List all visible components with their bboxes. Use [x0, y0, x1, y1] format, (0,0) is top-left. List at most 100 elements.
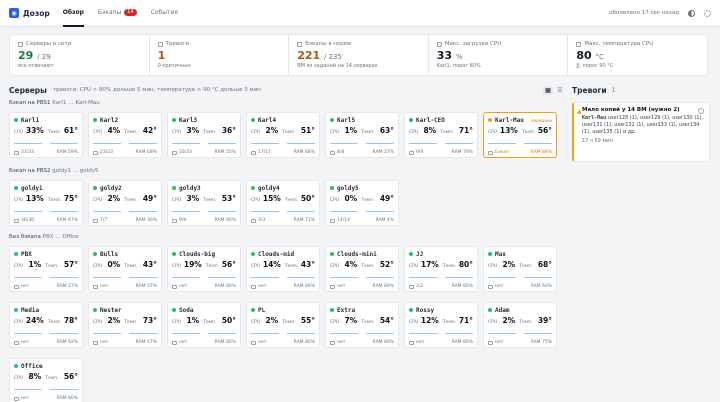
server-card[interactable]: Karl5 CPU 1% Темп. 63° 8/8 RAM 27% [325, 112, 399, 158]
cpu-sparkline [251, 143, 279, 144]
tab-events[interactable]: События [151, 0, 178, 27]
theme-toggle-icon[interactable] [688, 9, 695, 17]
status-dot-icon [488, 118, 492, 122]
temp-value: 54° [379, 316, 394, 325]
backup-status: нет [495, 340, 504, 345]
settings-icon[interactable] [704, 9, 711, 17]
dismiss-alert-icon[interactable] [698, 108, 704, 114]
server-card[interactable]: Rossy CPU 12% Темп. 71° нет RAM 80% [404, 302, 478, 348]
metrics-row: CPU 1% Темп. 50° [172, 316, 236, 325]
server-name: JJ [416, 250, 424, 258]
grid-view-icon[interactable]: ▦ [543, 85, 553, 95]
status-dot-icon [172, 252, 176, 256]
cpu-value: 1% [186, 316, 200, 325]
server-card[interactable]: goldy1 CPU 13% Темп. 75° 36/36 RAM 67% [9, 180, 83, 226]
server-card[interactable]: Max CPU 2% Темп. 68° нет RAM 60% [483, 246, 557, 292]
metrics-row: CPU 2% Темп. 55° [251, 316, 315, 325]
cpu-label: CPU [93, 264, 103, 269]
backup-status: нет [179, 340, 188, 345]
backup-status: 17/17 [258, 150, 271, 155]
stat-card: Макс. загрузка CPU 33 % Karl1, порог 80% [429, 35, 569, 75]
card-footer: 9/9 RAM 79% [409, 150, 473, 155]
temp-value: 53° [221, 194, 236, 203]
temp-label: Темп. [519, 320, 533, 325]
server-card[interactable]: PL CPU 2% Темп. 55° нет RAM 80% [246, 302, 320, 348]
backup-status: нет [100, 340, 109, 345]
backup-icon [409, 150, 414, 155]
server-card[interactable]: Media CPU 24% Темп. 78° нет RAM 92% [9, 302, 83, 348]
server-card[interactable]: Clouds-mid CPU 14% Темп. 43° нет RAM 89% [246, 246, 320, 292]
server-card[interactable]: Karl-Mau внимание CPU 13% Темп. 56° Бэкап RAM 8… [483, 112, 557, 158]
server-card[interactable]: Karl4 CPU 2% Темп. 51° 17/17 RAM 68% [246, 112, 320, 158]
server-card[interactable]: goldy2 CPU 2% Темп. 49° 7/7 RAM 36% [88, 180, 162, 226]
card-footer: 8/8 RAM 27% [330, 150, 394, 155]
server-card[interactable]: Karl1 CPU 33% Темп. 61° 33/33 RAM 59% [9, 112, 83, 158]
server-card[interactable]: Karl-CEO CPU 8% Темп. 71° 9/9 RAM 79% [404, 112, 478, 158]
server-card[interactable]: Soda CPU 1% Темп. 50° нет RAM 80% [167, 302, 241, 348]
status-dot-icon [93, 252, 97, 256]
tab-backups[interactable]: Бэкапы 14 [98, 0, 137, 27]
server-name-row: Media [14, 306, 78, 314]
server-card[interactable]: goldy5 CPU 0% Темп. 49° 14/14 RAM 4% [325, 180, 399, 226]
server-card[interactable]: Karl3 CPU 3% Темп. 36° 33/33 RAM 55% [167, 112, 241, 158]
status-dot-icon [93, 118, 97, 122]
temp-label: Темп. [203, 198, 217, 203]
backup-icon [488, 340, 493, 345]
temp-sparkline [366, 277, 394, 278]
cpu-label: CPU [172, 198, 182, 203]
servers-panel: Серверы тревоги: CPU > 80% дольше 5 мин,… [9, 84, 565, 402]
stat-card: Бэкапы в норме 221 / 235 ВМ из заданий на … [289, 35, 429, 75]
temp-value: 56° [537, 126, 552, 135]
cpu-value: 8% [28, 372, 42, 381]
cpu-sparkline [330, 143, 358, 144]
server-card[interactable]: Clouds-big CPU 19% Темп. 56° нет RAM 80% [167, 246, 241, 292]
cpu-sparkline [172, 277, 200, 278]
server-card[interactable]: Clouds-mini CPU 4% Темп. 52° нет RAM 89% [325, 246, 399, 292]
temp-sparkline [50, 333, 78, 334]
temp-value: 52° [379, 260, 394, 269]
card-footer: нет RAM 80% [251, 340, 315, 345]
server-card[interactable]: goldy3 CPU 3% Темп. 53° 9/9 RAM 80% [167, 180, 241, 226]
server-name: Bulls [100, 250, 119, 258]
card-footer: 3/3 RAM 72% [251, 218, 315, 223]
temp-value: 78° [63, 316, 78, 325]
cpu-sparkline [172, 211, 200, 212]
servers-title: Серверы [9, 85, 47, 95]
alerts-panel: Тревоги 1 ▲ Мало копий у 14 ВМ (нужно 2)… [572, 84, 710, 284]
server-card[interactable]: Nester CPU 2% Темп. 73° нет RAM 57% [88, 302, 162, 348]
server-name: goldy1 [21, 184, 43, 192]
server-card[interactable]: goldy4 CPU 15% Темп. 50° 3/3 RAM 72% [246, 180, 320, 226]
card-footer: 7/7 RAM 36% [93, 218, 157, 223]
temp-value: 73° [142, 316, 157, 325]
temp-label: Темп. [124, 130, 138, 135]
cpu-value: 0% [107, 260, 121, 269]
backup-status: нет [258, 340, 267, 345]
server-name-row: Office [14, 362, 78, 370]
list-view-icon[interactable]: ☰ [557, 86, 563, 94]
app-logo[interactable]: ◉ Дозор [9, 8, 50, 18]
server-card[interactable]: JJ CPU 17% Темп. 80° 2/2 RAM 80% [404, 246, 478, 292]
stat-sub: Karl1, порог 80% [436, 63, 481, 69]
server-card[interactable]: PBX CPU 1% Темп. 57° нет RAM 27% [9, 246, 83, 292]
alert-card[interactable]: ▲ Мало копий у 14 ВМ (нужно 2) Karl-Mau … [572, 102, 710, 162]
server-card[interactable]: Extra CPU 7% Темп. 54° нет RAM 80% [325, 302, 399, 348]
server-name-row: Karl2 [93, 116, 157, 124]
temp-value: 51° [300, 126, 315, 135]
server-card[interactable]: Karl2 CPU 4% Темп. 42° 23/23 RAM 68% [88, 112, 162, 158]
server-card[interactable]: Office CPU 8% Темп. 56° нет RAM 80% [9, 358, 83, 402]
tab-overview[interactable]: Обзор [62, 0, 84, 27]
server-name: Max [495, 250, 506, 258]
backup-icon [251, 218, 256, 223]
backup-status: нет [337, 340, 346, 345]
cpu-sparkline [330, 211, 358, 212]
stat-value-row: 33 % [437, 49, 560, 62]
server-card[interactable]: Bulls CPU 0% Темп. 43° нет RAM 37% [88, 246, 162, 292]
server-card[interactable]: Adam CPU 2% Темп. 39° нет RAM 75% [483, 302, 557, 348]
backup-icon [14, 340, 19, 345]
stat-label: Серверы в сети [26, 41, 72, 47]
cpu-value: 2% [107, 194, 121, 203]
alert-host: Karl-Mau [582, 115, 607, 121]
server-name-row: Karl-Mau внимание [488, 116, 552, 124]
card-footer: нет RAM 80% [172, 284, 236, 289]
temp-sparkline [208, 143, 236, 144]
